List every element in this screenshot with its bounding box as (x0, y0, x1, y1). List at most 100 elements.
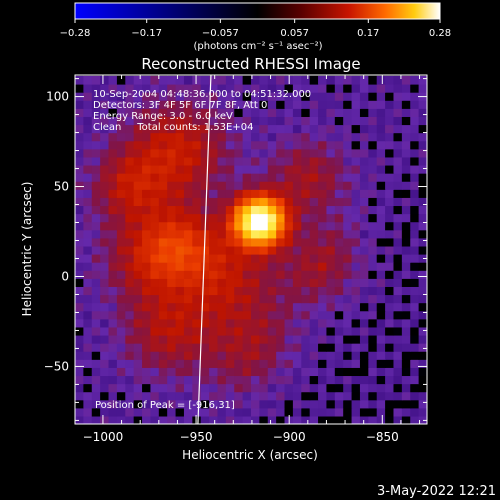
heatmap-pixel (368, 302, 378, 312)
heatmap-pixel (175, 318, 185, 328)
heatmap-pixel (368, 132, 378, 142)
colorbar-tick-label: 0.28 (429, 28, 451, 39)
heatmap-pixel (410, 359, 420, 368)
heatmap-pixel (133, 278, 143, 287)
heatmap-pixel (318, 164, 328, 174)
heatmap-pixel (116, 124, 126, 134)
heatmap-pixel (259, 75, 269, 85)
heatmap-pixel (301, 318, 311, 328)
heatmap-pixel (326, 270, 336, 279)
heatmap-pixel (292, 399, 302, 409)
heatmap-pixel (91, 326, 101, 336)
heatmap-pixel (267, 310, 277, 320)
heatmap-pixel (326, 359, 336, 368)
heatmap-pixel (418, 205, 427, 215)
heatmap-pixel (133, 343, 143, 352)
heatmap-pixel (91, 407, 101, 417)
heatmap-pixel (217, 181, 227, 190)
heatmap-pixel (108, 245, 118, 255)
heatmap-pixel (75, 148, 84, 158)
heatmap-pixel (393, 278, 403, 287)
heatmap-pixel (376, 245, 386, 255)
heatmap-pixel (401, 359, 411, 368)
heatmap-pixel (301, 383, 311, 393)
heatmap-pixel (334, 399, 344, 409)
heatmap-pixel (217, 415, 227, 424)
heatmap-pixel (167, 278, 177, 287)
heatmap-pixel (125, 229, 135, 239)
heatmap-pixel (217, 254, 227, 263)
heatmap-pixel (284, 254, 294, 263)
heatmap-pixel (284, 189, 294, 198)
heatmap-pixel (343, 173, 353, 182)
heatmap-pixel (217, 343, 227, 352)
heatmap-pixel (359, 286, 369, 296)
heatmap-pixel (368, 351, 378, 360)
heatmap-pixel (225, 399, 235, 409)
heatmap-pixel (150, 383, 160, 393)
heatmap-pixel (158, 229, 168, 239)
heatmap-pixel (301, 100, 311, 109)
heatmap-pixel (368, 245, 378, 255)
heatmap-pixel (251, 302, 260, 312)
heatmap-pixel (376, 148, 386, 158)
heatmap-pixel (326, 415, 336, 424)
heatmap-pixel (251, 140, 260, 150)
heatmap-pixel (209, 148, 219, 158)
heatmap-pixel (326, 302, 336, 312)
heatmap-pixel (83, 278, 93, 287)
heatmap-pixel (108, 173, 118, 182)
heatmap-pixel (91, 181, 101, 190)
heatmap-pixel (83, 181, 93, 190)
heatmap-pixel (167, 164, 177, 174)
heatmap-pixel (75, 108, 84, 117)
heatmap-pixel (150, 399, 160, 409)
heatmap-pixel (116, 197, 126, 207)
heatmap-pixel (133, 189, 143, 198)
y-tick-label: 50 (54, 180, 69, 194)
heatmap-pixel (326, 100, 336, 109)
heatmap-pixel (318, 391, 328, 401)
heatmap-pixel (418, 75, 427, 85)
heatmap-pixel (410, 173, 420, 182)
heatmap-pixel (158, 75, 168, 85)
heatmap-pixel (410, 229, 420, 239)
heatmap-pixel (125, 286, 135, 296)
heatmap-pixel (192, 399, 202, 409)
heatmap-pixel (292, 100, 302, 109)
heatmap-pixel (234, 262, 244, 271)
heatmap-pixel (209, 83, 219, 93)
heatmap-pixel (385, 229, 395, 239)
heatmap-pixel (326, 278, 336, 287)
heatmap-pixel (100, 334, 110, 344)
heatmap-pixel (167, 108, 177, 117)
heatmap-pixel (75, 237, 84, 247)
heatmap-pixel (292, 116, 302, 126)
heatmap-pixel (142, 359, 152, 368)
heatmap-pixel (368, 262, 378, 271)
heatmap-pixel (292, 343, 302, 352)
heatmap-pixel (83, 407, 93, 417)
heatmap-pixel (158, 359, 168, 368)
heatmap-pixel (276, 245, 286, 255)
heatmap-pixel (116, 334, 126, 344)
heatmap-pixel (368, 334, 378, 344)
heatmap-pixel (343, 343, 353, 352)
heatmap-pixel (75, 189, 84, 198)
heatmap-pixel (267, 302, 277, 312)
heatmap-pixel (351, 181, 361, 190)
heatmap-pixel (401, 375, 411, 385)
heatmap-pixel (217, 237, 227, 247)
heatmap-pixel (259, 302, 269, 312)
heatmap-pixel (276, 302, 286, 312)
heatmap-pixel (234, 399, 244, 409)
heatmap-pixel (259, 132, 269, 142)
heatmap-pixel (183, 245, 193, 255)
heatmap-pixel (183, 140, 193, 150)
heatmap-pixel (410, 383, 420, 393)
heatmap-pixel (175, 359, 185, 368)
heatmap-pixel (301, 213, 311, 223)
heatmap-pixel (410, 132, 420, 142)
heatmap-pixel (158, 367, 168, 377)
heatmap-pixel (142, 173, 152, 182)
